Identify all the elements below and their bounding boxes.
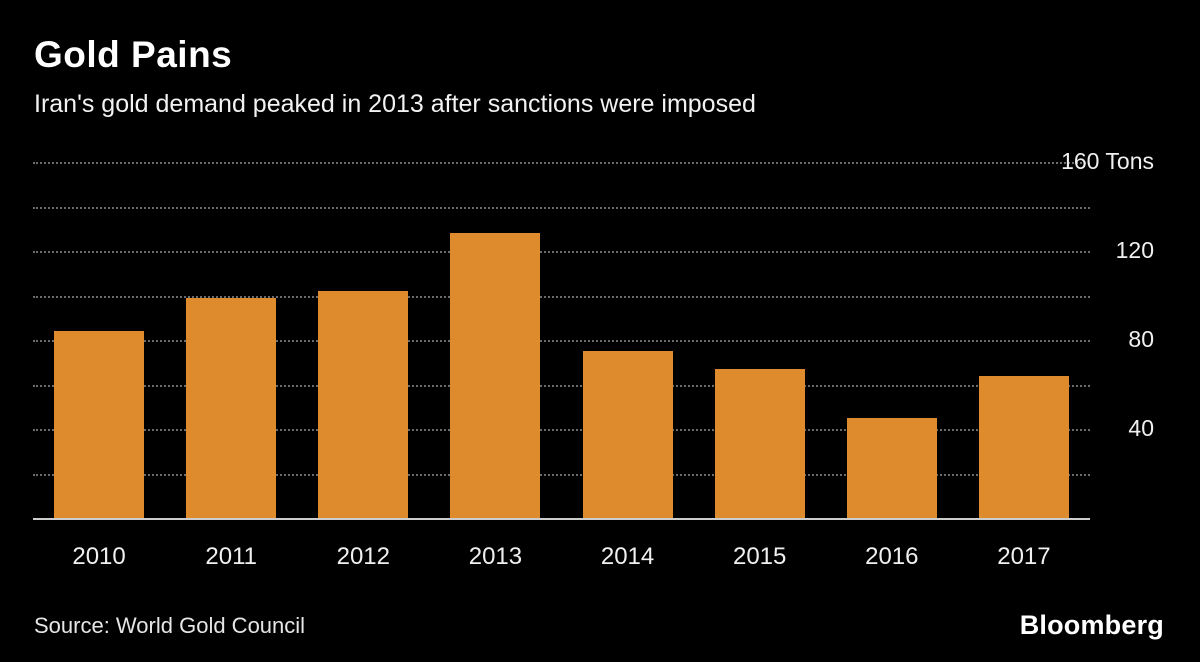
gridline xyxy=(33,473,1090,476)
x-axis-label-2013: 2013 xyxy=(468,543,523,570)
y-axis-label: 40 xyxy=(1128,415,1154,441)
x-axis-label-2012: 2012 xyxy=(336,543,390,570)
bar-2011 xyxy=(186,297,277,518)
page-title: Gold Pains xyxy=(34,34,233,75)
gridline xyxy=(33,340,1090,342)
y-axis-label: 80 xyxy=(1128,326,1154,352)
x-axis-label-2016: 2016 xyxy=(865,543,919,570)
x-axis-label-2017: 2017 xyxy=(997,543,1051,570)
x-axis-label-2015: 2015 xyxy=(732,543,787,570)
x-axis-label-2011: 2011 xyxy=(205,543,257,570)
y-axis-label: 120 xyxy=(1115,237,1154,263)
bar-2012 xyxy=(318,291,409,518)
x-axis-label-2014: 2014 xyxy=(600,543,655,570)
bar-2014 xyxy=(582,351,673,518)
bar-2017 xyxy=(978,375,1069,518)
gridline xyxy=(33,295,1090,298)
gridline xyxy=(33,251,1090,253)
gridline xyxy=(33,384,1090,387)
gridline xyxy=(33,429,1090,431)
y-axis-label: 160 Tons xyxy=(1061,148,1154,174)
bar-2015 xyxy=(714,368,805,518)
gridline xyxy=(33,162,1090,164)
bar-2016 xyxy=(846,417,937,518)
x-axis-label-2010: 2010 xyxy=(72,543,126,570)
plot-area xyxy=(33,162,1090,520)
page-subtitle: Iran's gold demand peaked in 2013 after … xyxy=(34,90,756,118)
gridline xyxy=(33,206,1090,209)
bar-2013 xyxy=(450,233,541,518)
bar-2010 xyxy=(54,331,145,518)
source-text: Source: World Gold Council xyxy=(34,613,306,638)
bloomberg-logo: Bloomberg xyxy=(1019,610,1164,640)
